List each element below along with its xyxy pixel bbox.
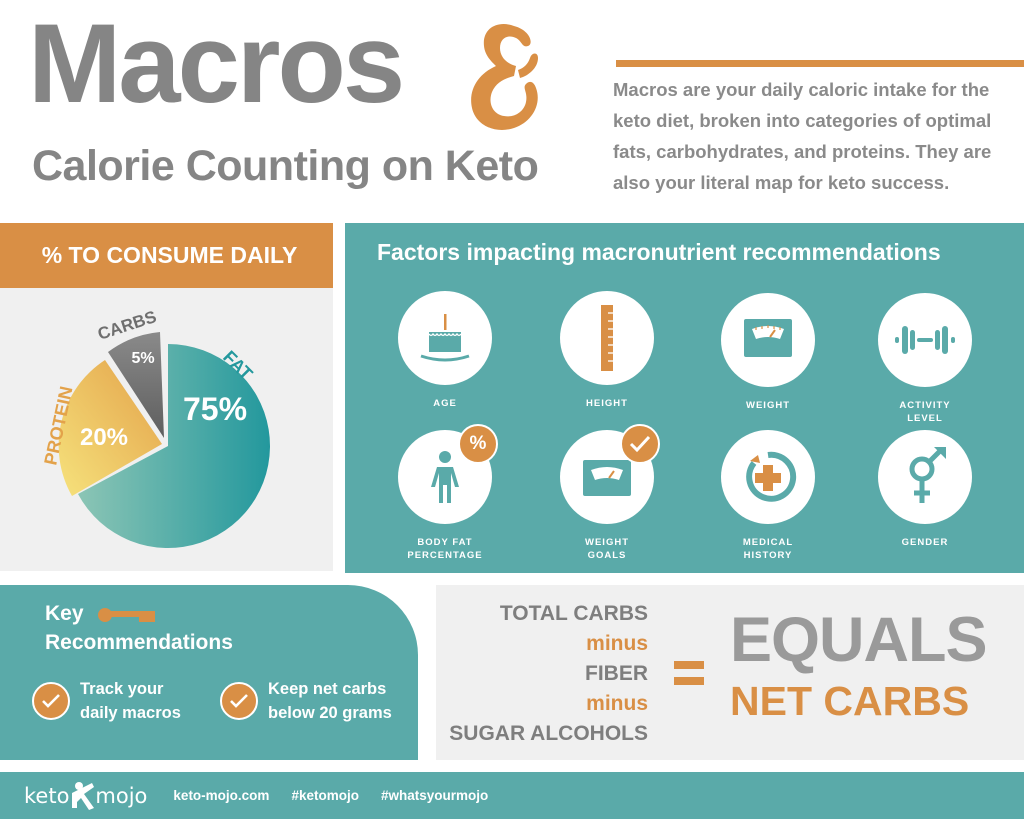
factor-label: WEIGHT GOALS xyxy=(585,537,629,561)
footer: keto mojo keto-mojo.com #ketomojo #whats… xyxy=(0,772,1024,819)
medical-cross-icon xyxy=(721,430,815,524)
checkmark-badge-icon xyxy=(620,424,660,464)
recommendation-item: Track your daily macros xyxy=(32,677,181,725)
key-icon xyxy=(98,608,155,622)
factor-body-fat-percentage: % BODY FAT PERCENTAGE xyxy=(375,424,515,562)
factor-label: HEIGHT xyxy=(586,398,628,409)
checkmark-icon xyxy=(32,682,70,720)
mojo-x-icon xyxy=(72,781,95,810)
factor-activity-level: ACTIVITY LEVEL xyxy=(855,293,995,425)
svg-text:5%: 5% xyxy=(131,350,154,367)
net-carbs-panel: TOTAL CARBS minus FIBER minus SUGAR ALCO… xyxy=(436,585,1024,760)
scale-check-icon xyxy=(560,424,660,524)
net-carbs-result: NET CARBS xyxy=(730,678,970,724)
scale-icon xyxy=(721,293,815,387)
pie-slice-protein xyxy=(58,360,162,496)
factor-label: WEIGHT xyxy=(746,400,790,411)
factors-title: Factors impacting macronutrient recommen… xyxy=(377,239,941,265)
orange-rule xyxy=(616,60,1024,67)
factor-weight-goals: WEIGHT GOALS xyxy=(537,424,677,562)
gender-icon xyxy=(878,430,972,524)
percent-badge: % xyxy=(458,424,498,464)
key-recommendations-panel: Key Recommendations Track your daily mac… xyxy=(0,585,418,760)
birthday-cake-icon xyxy=(398,291,492,385)
svg-text:75%: 75% xyxy=(183,391,247,427)
ruler-icon xyxy=(560,291,654,385)
consume-daily-heading: % TO CONSUME DAILY xyxy=(0,223,333,288)
recommendation-text: Keep net carbs below 20 grams xyxy=(268,680,392,722)
net-carbs-formula: TOTAL CARBS minus FIBER minus SUGAR ALCO… xyxy=(449,602,648,745)
factor-label: BODY FAT PERCENTAGE xyxy=(407,537,483,561)
hashtag-ketomojo[interactable]: #ketomojo xyxy=(291,788,359,803)
factor-height: HEIGHT xyxy=(537,291,677,410)
factor-gender: GENDER xyxy=(855,430,995,549)
dumbbell-icon xyxy=(878,293,972,387)
factor-age: AGE xyxy=(375,291,515,410)
recommendation-text: Track your daily macros xyxy=(80,680,181,722)
pie-slice-fat xyxy=(78,344,270,548)
website-link[interactable]: keto-mojo.com xyxy=(173,788,270,803)
equals-word: EQUALS xyxy=(730,605,988,675)
factor-weight: WEIGHT xyxy=(698,293,838,412)
intro-paragraph: Macros are your daily caloric intake for… xyxy=(613,79,992,193)
svg-text:20%: 20% xyxy=(80,424,128,451)
recommendation-item: Keep net carbs below 20 grams xyxy=(220,677,392,725)
factor-label: GENDER xyxy=(901,537,949,548)
equals-sign-icon xyxy=(674,661,704,685)
factor-label: AGE xyxy=(433,398,457,409)
person-percent-icon: % xyxy=(398,424,498,524)
factors-panel: Factors impacting macronutrient recommen… xyxy=(345,223,1024,573)
ampersand-glyph xyxy=(471,24,538,130)
keto-mojo-logo[interactable]: keto mojo xyxy=(24,781,147,811)
macro-pie-chart: 75% 20% 5% FAT PROTEIN CARBS xyxy=(40,307,270,548)
key-recommendations-title: Key Recommendations xyxy=(45,602,233,654)
pie-slice-carbs xyxy=(108,332,164,438)
factor-label: MEDICAL HISTORY xyxy=(742,537,794,561)
factor-label: ACTIVITY LEVEL xyxy=(899,400,951,424)
title-main: Macros xyxy=(28,1,405,126)
subtitle: Calorie Counting on Keto xyxy=(32,142,539,190)
checkmark-icon xyxy=(220,682,258,720)
factor-medical-history: MEDICAL HISTORY xyxy=(698,430,838,562)
hashtag-whatsyourmojo[interactable]: #whatsyourmojo xyxy=(380,788,489,803)
